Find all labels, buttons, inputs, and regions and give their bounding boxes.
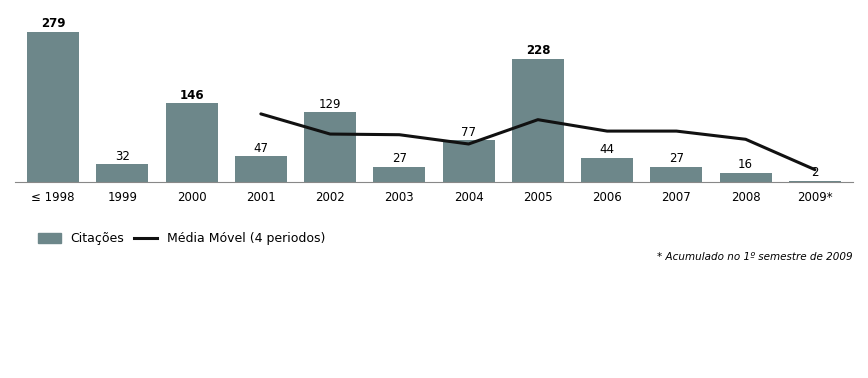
Text: 228: 228 <box>526 45 550 57</box>
Bar <box>512 59 564 181</box>
Text: 146: 146 <box>180 88 204 102</box>
Bar <box>166 103 218 181</box>
Text: * Acumulado no 1º semestre de 2009: * Acumulado no 1º semestre de 2009 <box>657 252 853 262</box>
Text: 44: 44 <box>600 143 615 156</box>
Text: 2: 2 <box>812 166 819 179</box>
Bar <box>27 32 79 181</box>
Bar <box>96 164 148 181</box>
Bar <box>235 156 286 181</box>
Text: 47: 47 <box>253 142 268 155</box>
Text: 27: 27 <box>669 152 684 166</box>
Text: 27: 27 <box>391 152 407 166</box>
Bar <box>582 158 633 181</box>
Text: 16: 16 <box>738 158 753 171</box>
Bar <box>650 167 702 181</box>
Text: 32: 32 <box>115 150 130 163</box>
Bar <box>304 112 356 181</box>
Bar <box>373 167 425 181</box>
Text: 129: 129 <box>319 98 341 111</box>
Text: 77: 77 <box>461 125 477 139</box>
Bar <box>720 173 772 181</box>
Legend: Citações, Média Móvel (4 periodos): Citações, Média Móvel (4 periodos) <box>38 232 326 245</box>
Text: 279: 279 <box>41 17 65 30</box>
Bar <box>443 140 495 181</box>
